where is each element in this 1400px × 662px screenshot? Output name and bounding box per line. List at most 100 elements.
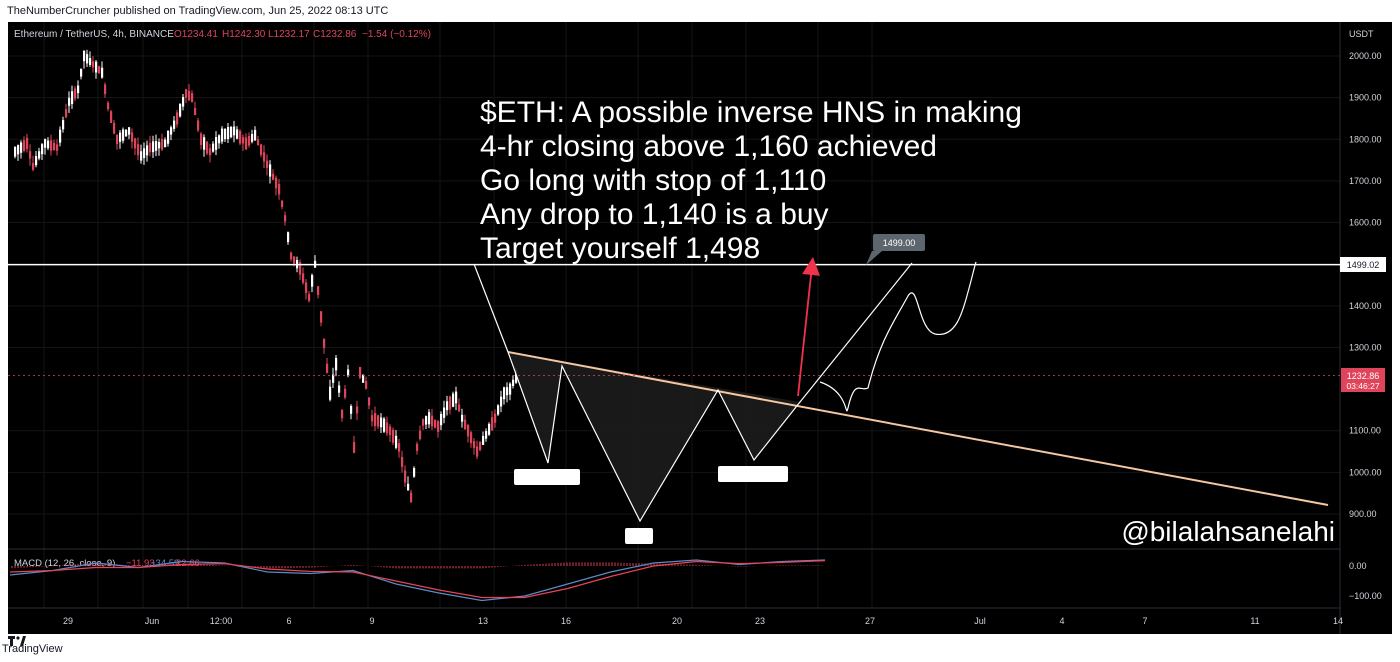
candle-body: [467, 425, 470, 437]
candle-body: [257, 139, 260, 146]
candle-body: [251, 133, 254, 142]
candle-body: [350, 406, 353, 414]
candle-body: [203, 137, 206, 150]
candle-body: [389, 426, 392, 436]
candle-body: [107, 102, 110, 110]
candle-body: [158, 141, 161, 149]
candle-body: [263, 152, 266, 162]
candle-body: [416, 443, 419, 451]
candle-body: [353, 442, 356, 453]
candle-body: [65, 109, 68, 118]
candle-body: [311, 274, 314, 287]
annotation-line: $ETH: A possible inverse HNS in making: [480, 96, 1022, 129]
price-tick-label: 1300.00: [1349, 342, 1382, 352]
candle-body: [188, 90, 191, 101]
annotation-text: $ETH: A possible inverse HNS in making4-…: [480, 96, 1022, 265]
macd-label: MACD (12, 26, close, 9): [14, 558, 115, 569]
candle-body: [35, 156, 38, 166]
candle-body: [239, 130, 242, 144]
candle-body: [356, 406, 359, 414]
projection-curve: [819, 261, 977, 412]
candle-body: [248, 135, 251, 146]
price-tick-label: 900.00: [1349, 509, 1377, 519]
candle-body: [47, 140, 50, 149]
candle-body: [266, 160, 269, 168]
candle-body: [218, 135, 221, 144]
macd-value-1: −11.93: [126, 558, 155, 569]
time-tick-label: 23: [755, 616, 765, 626]
annotation-line: Target yourself 1,498: [480, 232, 760, 265]
price-tick-label: 1000.00: [1349, 467, 1382, 477]
candle-body: [137, 144, 140, 156]
candle-body: [479, 441, 482, 451]
candle-body: [125, 129, 128, 137]
candle-body: [437, 421, 440, 432]
chart-frame[interactable]: [8, 22, 1392, 634]
candle-body: [434, 419, 437, 428]
candle-body: [104, 84, 107, 95]
candle-body: [341, 409, 344, 419]
candle-body: [428, 412, 431, 425]
candle-body: [62, 120, 65, 130]
target-callout-label: 1499.00: [883, 238, 916, 248]
candle-body: [449, 396, 452, 410]
candle-body: [401, 456, 404, 468]
candle-body: [242, 137, 245, 144]
candle-body: [77, 85, 80, 94]
candle-body: [176, 112, 179, 125]
price-axis-ticks: 2000.00 1900.00 1800.00 1700.00 1600.00 1400.…: [1349, 51, 1382, 519]
left-shoulder-marker: [514, 469, 580, 485]
neckline: [507, 351, 1329, 506]
time-tick-label: 16: [561, 616, 571, 626]
annotation-line: Any drop to 1,140 is a buy: [480, 198, 829, 231]
candle-body: [26, 137, 29, 149]
candle-body: [413, 468, 416, 477]
candle-body: [374, 413, 377, 427]
candle-body: [302, 273, 305, 283]
candle-body: [20, 142, 23, 153]
annotation-line: 4-hr closing above 1,160 achieved: [480, 130, 937, 163]
candle-body: [344, 388, 347, 398]
candle-body: [359, 367, 362, 378]
candle-body: [440, 414, 443, 426]
candle-body: [59, 129, 62, 143]
price-tick-label: 1700.00: [1349, 176, 1382, 186]
target-callout: 1499.00: [866, 234, 925, 265]
price-tick-label: 1400.00: [1349, 301, 1382, 311]
time-tick-label: 14: [1333, 616, 1343, 626]
footer-bar: TradingView: [0, 636, 1400, 662]
candle-body: [17, 145, 20, 155]
candle-body: [161, 138, 164, 150]
time-tick-label: Jun: [145, 616, 160, 626]
candle-body: [113, 122, 116, 134]
time-tick-label: 20: [672, 616, 682, 626]
candle-body: [101, 67, 104, 78]
candle-body: [368, 397, 371, 406]
ohlc-open: O1234.41: [174, 29, 218, 40]
price-chart[interactable]: Ethereum / TetherUS, 4h, BINANCE O1234.4…: [0, 0, 1400, 636]
candle-body: [143, 148, 146, 158]
candle-body: [308, 294, 311, 301]
ohlc-close: C1232.86: [313, 29, 357, 40]
candle-body: [425, 416, 428, 425]
candle-body: [149, 142, 152, 153]
candle-body: [410, 492, 413, 503]
time-tick-label: 7: [1142, 616, 1147, 626]
currency-label: USDT: [1349, 29, 1374, 39]
candle-body: [446, 401, 449, 411]
candle-body: [365, 381, 368, 389]
candle-body: [41, 144, 44, 155]
candle-body: [254, 129, 257, 141]
time-axis-ticks: 29 Jun 12:00 6 9 13 16 20 23 27 Jul 4 7 11 14: [63, 616, 1343, 626]
ohlc-high: H1242.30: [222, 29, 266, 40]
candle-body: [80, 68, 83, 77]
macd-axis-ticks: 0.00 −100.00: [1349, 561, 1382, 601]
candle-body: [83, 50, 86, 62]
symbol-name: Ethereum / TetherUS, 4h, BINANCE: [14, 29, 174, 40]
candle-body: [380, 417, 383, 428]
candle-body: [32, 162, 35, 170]
candle-body: [245, 137, 248, 150]
price-tick-label: 2000.00: [1349, 51, 1382, 61]
candle-body: [398, 443, 401, 452]
candle-body: [500, 396, 503, 407]
